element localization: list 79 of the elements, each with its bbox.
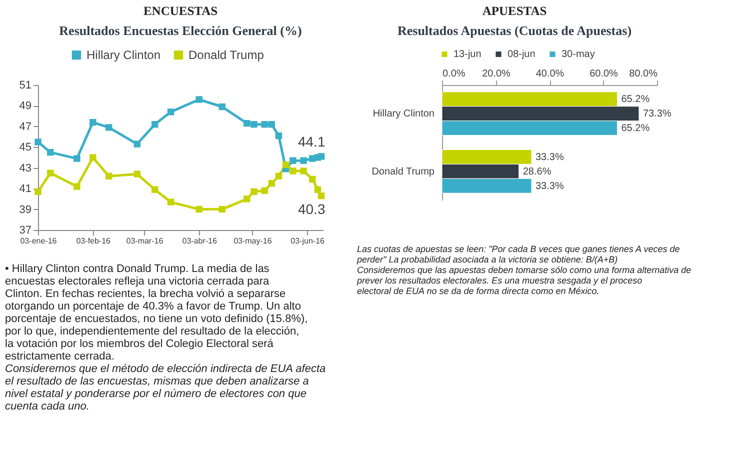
point <box>250 188 258 196</box>
data-label: 73.3% <box>642 108 672 120</box>
x-tick-label: 20.0% <box>482 68 511 80</box>
point <box>275 132 282 140</box>
point <box>90 118 96 126</box>
chart-title: Resultados Encuestas Elección General (%) <box>59 23 302 38</box>
point <box>250 121 258 128</box>
point <box>300 157 307 164</box>
point <box>196 96 202 103</box>
point <box>74 155 80 162</box>
legend-label: Donald Trump <box>188 48 264 62</box>
legend-label: 13-jun <box>454 49 482 60</box>
x-tick-label: 03-may-16 <box>234 236 272 246</box>
point <box>244 196 250 202</box>
x-tick-label: 03-feb-16 <box>76 236 112 246</box>
point <box>151 186 158 193</box>
point <box>167 198 174 206</box>
point <box>34 138 42 146</box>
chart-title: Resultados Apuestas (Cuotas de Apuestas) <box>397 23 632 38</box>
point <box>134 170 140 178</box>
point <box>300 168 307 174</box>
point <box>309 176 316 183</box>
y-tick-label: 43 <box>19 162 32 174</box>
x-tick-label: 03-mar-16 <box>126 236 164 246</box>
legend-label: 30-may <box>562 49 595 60</box>
point <box>318 192 325 200</box>
data-label: 65.2% <box>621 94 650 106</box>
y-tick-label: 45 <box>19 142 32 154</box>
point <box>34 188 42 196</box>
point <box>74 183 80 190</box>
point <box>290 168 296 174</box>
point <box>282 161 290 168</box>
x-tick-label: 80.0% <box>629 68 658 80</box>
y-tick-label: 49 <box>19 100 32 112</box>
point <box>275 172 282 180</box>
annotation: 40.3 <box>298 200 326 217</box>
y-tick-label: 51 <box>19 80 32 92</box>
point <box>47 148 54 156</box>
data-label: 65.2% <box>621 123 650 134</box>
point <box>134 140 140 148</box>
x-tick-label: 03-jun-16 <box>290 236 326 246</box>
point <box>314 186 322 193</box>
x-tick-label: 0.0% <box>442 68 466 80</box>
text: ENCUESTAS <box>143 4 218 18</box>
point <box>151 121 158 128</box>
point <box>290 157 296 164</box>
text: APUESTAS <box>482 4 547 18</box>
point <box>196 206 202 213</box>
y-tick-label: 41 <box>19 183 32 196</box>
x-tick-label: 60.0% <box>590 68 618 80</box>
legend-label: Hillary Clinton <box>86 48 161 62</box>
legend-label: 08-jun <box>508 49 536 60</box>
y-tick-label: 39 <box>19 204 32 216</box>
point <box>268 180 276 187</box>
point <box>47 170 54 176</box>
point <box>261 187 268 194</box>
point <box>268 121 276 128</box>
data-label: 33.3% <box>535 180 564 192</box>
point <box>218 206 226 213</box>
text: • Hillary Clinton contra Donald Trump. La media de las encuestas electorales refleja una victoria cerrada para Clinton. En fechas recientes, la brecha volvió a separarse otorgando un porcentaje de 40.3% a favor de Trump. Un alto porcentaje de encuestados, no tiene un voto definido (15.8%), por lo que, independientemente del resultado de la elección, la votación por los miembros del Colegio Electoral será estrictamente cerrada. <box>5 263 308 362</box>
point <box>167 108 174 116</box>
text: Consideremos que el método de elección indirecta de EUA afecta el resultado de las encuestas, mismas que deben analizarse a nivel estatal y ponderarse por el número de electores con que cuenta cada uno. <box>5 363 326 412</box>
point <box>244 120 250 127</box>
data-label: 28.6% <box>522 166 552 178</box>
point <box>105 172 112 180</box>
point <box>105 124 112 131</box>
text: Las cuotas de apuestas se leen: "Por cada B veces que ganes tienes A veces de perder" La probabilidad asociada a la victoria se obtiene: B/(A+B) <box>356 244 680 264</box>
annotation: 44.1 <box>298 133 326 150</box>
point <box>261 121 268 128</box>
y-tick-label: 47 <box>19 120 32 133</box>
text: Consideremos que las apuestas deben tomarse sólo como una forma alternativa de prever los resultados electorales. Es una muestra sesgada y el proceso electoral de EUA no se da de forma directa como en México. <box>356 265 692 296</box>
point <box>318 153 325 160</box>
y-tick-label: 37 <box>19 224 32 236</box>
data-label: 33.3% <box>535 152 564 163</box>
x-tick-label: 03-ene-16 <box>20 236 58 246</box>
point <box>218 103 226 110</box>
x-tick-label: 03-abr-16 <box>182 236 218 246</box>
point <box>90 154 96 161</box>
x-tick-label: 40.0% <box>536 68 564 80</box>
